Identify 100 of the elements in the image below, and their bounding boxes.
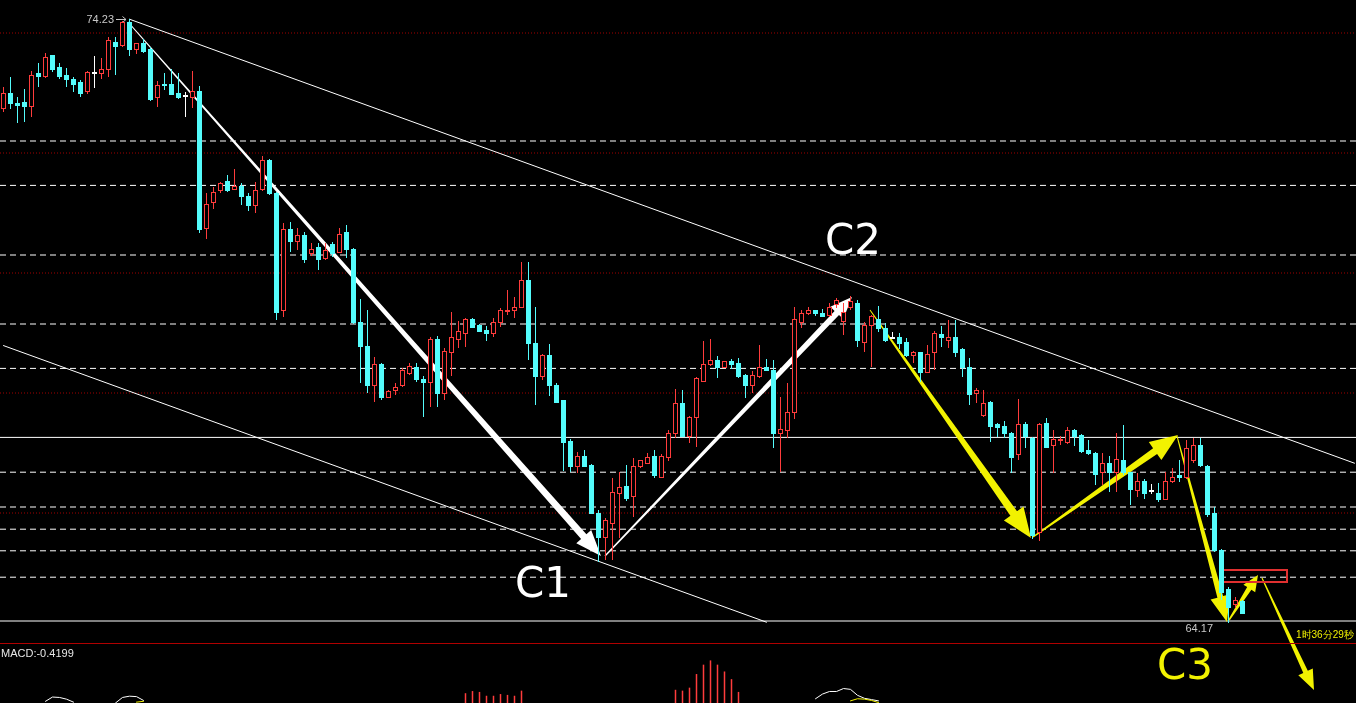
candlestick <box>1184 439 1189 480</box>
candlestick <box>246 192 251 212</box>
candlestick <box>869 314 874 368</box>
candlestick <box>1023 421 1028 449</box>
candlestick <box>1079 433 1084 454</box>
candlestick <box>106 36 111 78</box>
candlestick <box>666 429 671 462</box>
candlestick <box>1002 420 1007 439</box>
candlestick <box>456 320 461 349</box>
candlestick <box>197 85 202 234</box>
candlestick <box>281 222 286 318</box>
annotation: C3 <box>1156 640 1214 689</box>
candlestick <box>1156 482 1161 503</box>
candlestick <box>491 317 496 338</box>
candlestick <box>309 242 314 257</box>
candlestick <box>323 242 328 261</box>
candlestick <box>533 306 538 406</box>
candlestick <box>911 350 916 364</box>
candlestick <box>316 242 321 271</box>
candlestick <box>722 360 727 369</box>
candlestick <box>435 335 440 408</box>
candlestick <box>498 307 503 328</box>
candlestick <box>351 247 356 325</box>
candlestick <box>596 509 601 563</box>
candlestick <box>673 388 678 439</box>
candlestick <box>785 382 790 439</box>
candlestick <box>85 70 90 95</box>
candlestick <box>939 325 944 348</box>
candlestick <box>1240 599 1245 615</box>
candlestick <box>1219 548 1224 601</box>
candlestick <box>232 168 237 191</box>
candlestick <box>50 54 55 73</box>
candlestick <box>995 422 1000 438</box>
candlestick <box>792 306 797 420</box>
candlestick <box>365 309 370 394</box>
candlestick <box>890 331 895 340</box>
candlestick <box>8 76 13 110</box>
candlestick <box>743 373 748 399</box>
candlestick <box>652 449 657 479</box>
candlestick <box>568 438 573 473</box>
candlestick <box>519 261 524 309</box>
candlestick <box>547 343 552 397</box>
candlestick <box>120 20 125 48</box>
candlestick <box>715 355 720 379</box>
candlestick <box>78 79 83 98</box>
candlestick <box>778 396 783 473</box>
candlestick <box>631 457 636 518</box>
candlestick <box>99 57 104 80</box>
candlestick <box>953 319 958 358</box>
candlestick <box>1226 586 1231 624</box>
candlestick <box>1100 452 1105 486</box>
candlestick <box>603 517 608 561</box>
candlestick <box>176 72 181 100</box>
candlestick <box>267 158 272 196</box>
candlestick <box>904 337 909 358</box>
candlestick <box>1149 483 1154 495</box>
annotation: 74.23 <box>86 13 114 25</box>
candlestick <box>897 332 902 350</box>
candlestick <box>1072 428 1077 447</box>
candlestick <box>1058 435 1063 446</box>
candlestick <box>393 382 398 396</box>
candlestick <box>372 356 377 403</box>
candlestick <box>421 375 426 418</box>
candlestick <box>29 70 34 118</box>
candlestick <box>484 325 489 342</box>
candlestick <box>127 18 132 57</box>
candlestick <box>337 227 342 254</box>
candlestick <box>183 91 188 118</box>
chart-title: MACD:-0.4199 <box>1 647 74 659</box>
candlestick <box>967 357 972 406</box>
candlestick <box>274 191 279 321</box>
candlestick <box>64 67 69 88</box>
candlestick <box>1142 478 1147 500</box>
candlestick <box>386 389 391 399</box>
candlestick <box>701 340 706 383</box>
candlestick <box>946 319 951 349</box>
candlestick <box>295 227 300 251</box>
candlestick <box>974 387 979 404</box>
candlestick <box>659 453 664 479</box>
candlestick <box>218 181 223 194</box>
candlestick <box>645 452 650 465</box>
annotation: C2 <box>824 215 882 264</box>
candlestick <box>834 297 839 309</box>
candlestick <box>736 357 741 379</box>
candlestick <box>624 464 629 502</box>
candlestick <box>134 42 139 55</box>
candlestick <box>211 186 216 210</box>
candlestick <box>764 358 769 372</box>
candlestick <box>414 362 419 383</box>
candlestick <box>617 471 622 539</box>
candlestick <box>1086 439 1091 456</box>
candlestick <box>820 308 825 318</box>
candlestick <box>981 389 986 418</box>
candlestick <box>855 299 860 348</box>
candlestick <box>71 76 76 93</box>
candlestick <box>848 295 853 311</box>
candlestick <box>729 358 734 370</box>
candlestick <box>932 330 937 371</box>
candlestick <box>1009 431 1014 474</box>
candlestick <box>841 302 846 336</box>
